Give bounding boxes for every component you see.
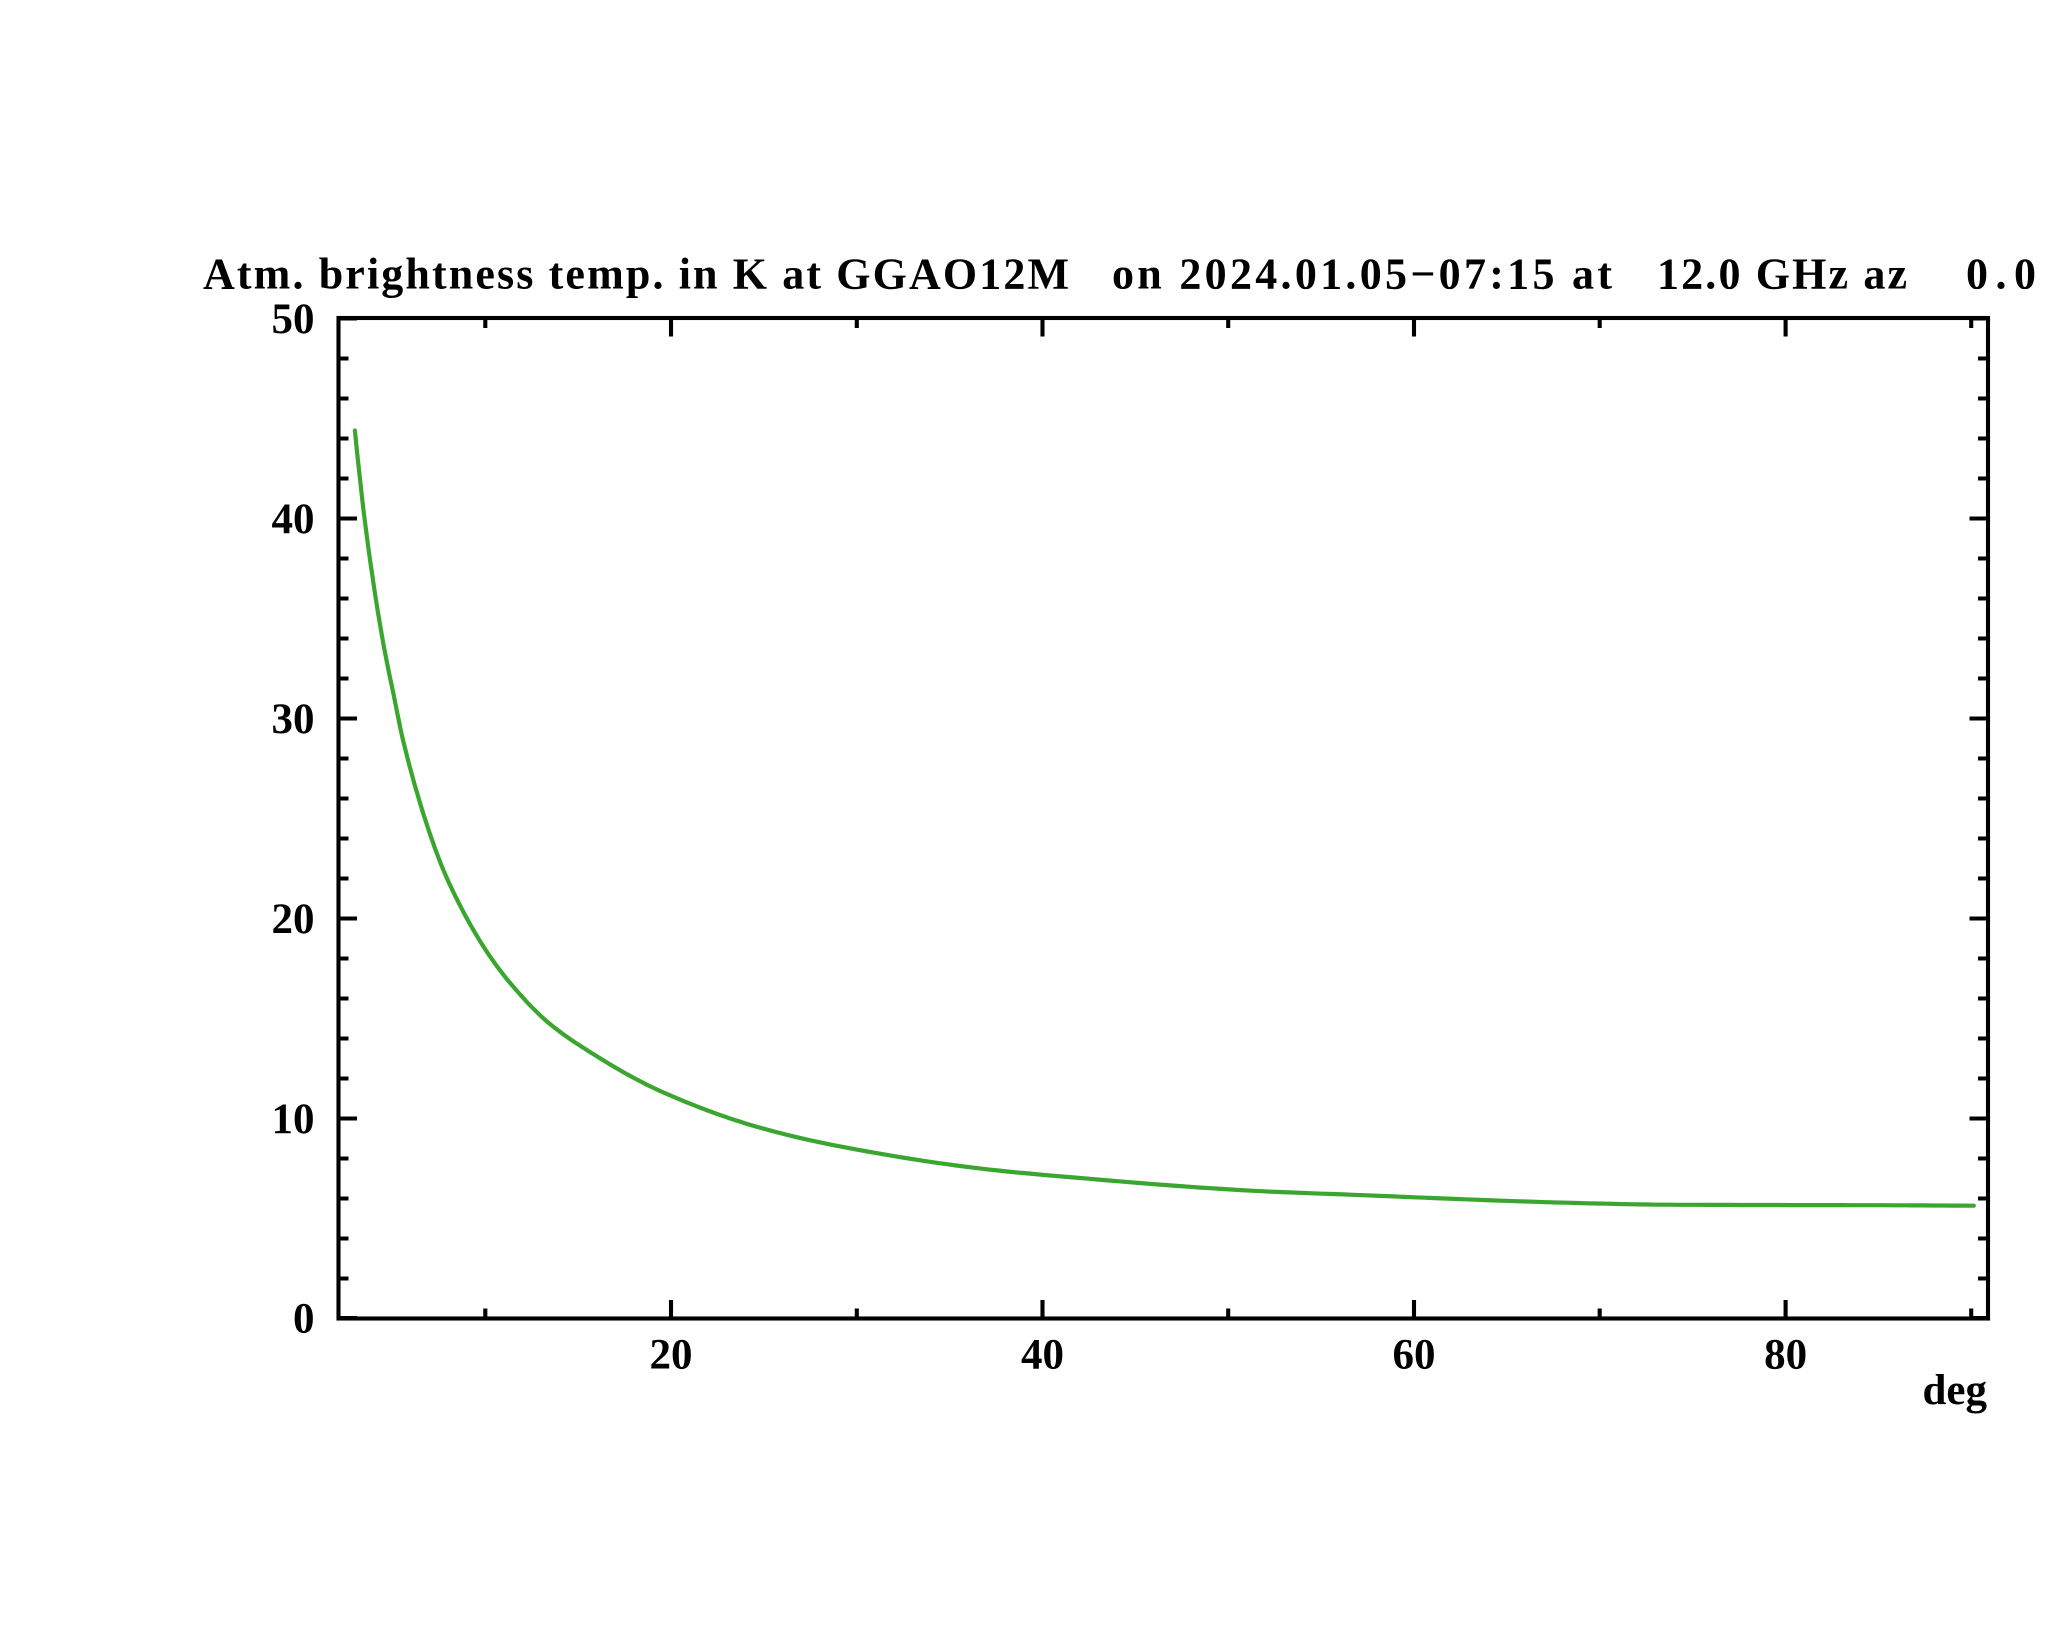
svg-text:0.0: 0.0 [1966, 250, 2036, 299]
svg-text:20: 20 [272, 896, 315, 943]
svg-text:60: 60 [1393, 1332, 1436, 1379]
svg-text:Atm. brightness temp. in K at: Atm. brightness temp. in K at GGAO12M [203, 250, 1069, 299]
svg-text:0: 0 [293, 1296, 315, 1343]
svg-text:50: 50 [272, 296, 315, 343]
svg-text:10: 10 [272, 1096, 315, 1143]
svg-text:40: 40 [1021, 1332, 1064, 1379]
svg-text:20: 20 [650, 1332, 693, 1379]
svg-text:deg: deg [1923, 1367, 1988, 1414]
svg-text:on 2024.01.05−07:15 at: on 2024.01.05−07:15 at [1112, 250, 1612, 299]
svg-text:30: 30 [272, 696, 315, 743]
svg-text:80: 80 [1764, 1332, 1807, 1379]
svg-text:12.0 GHz az: 12.0 GHz az [1657, 250, 1907, 299]
svg-text:40: 40 [272, 496, 315, 543]
